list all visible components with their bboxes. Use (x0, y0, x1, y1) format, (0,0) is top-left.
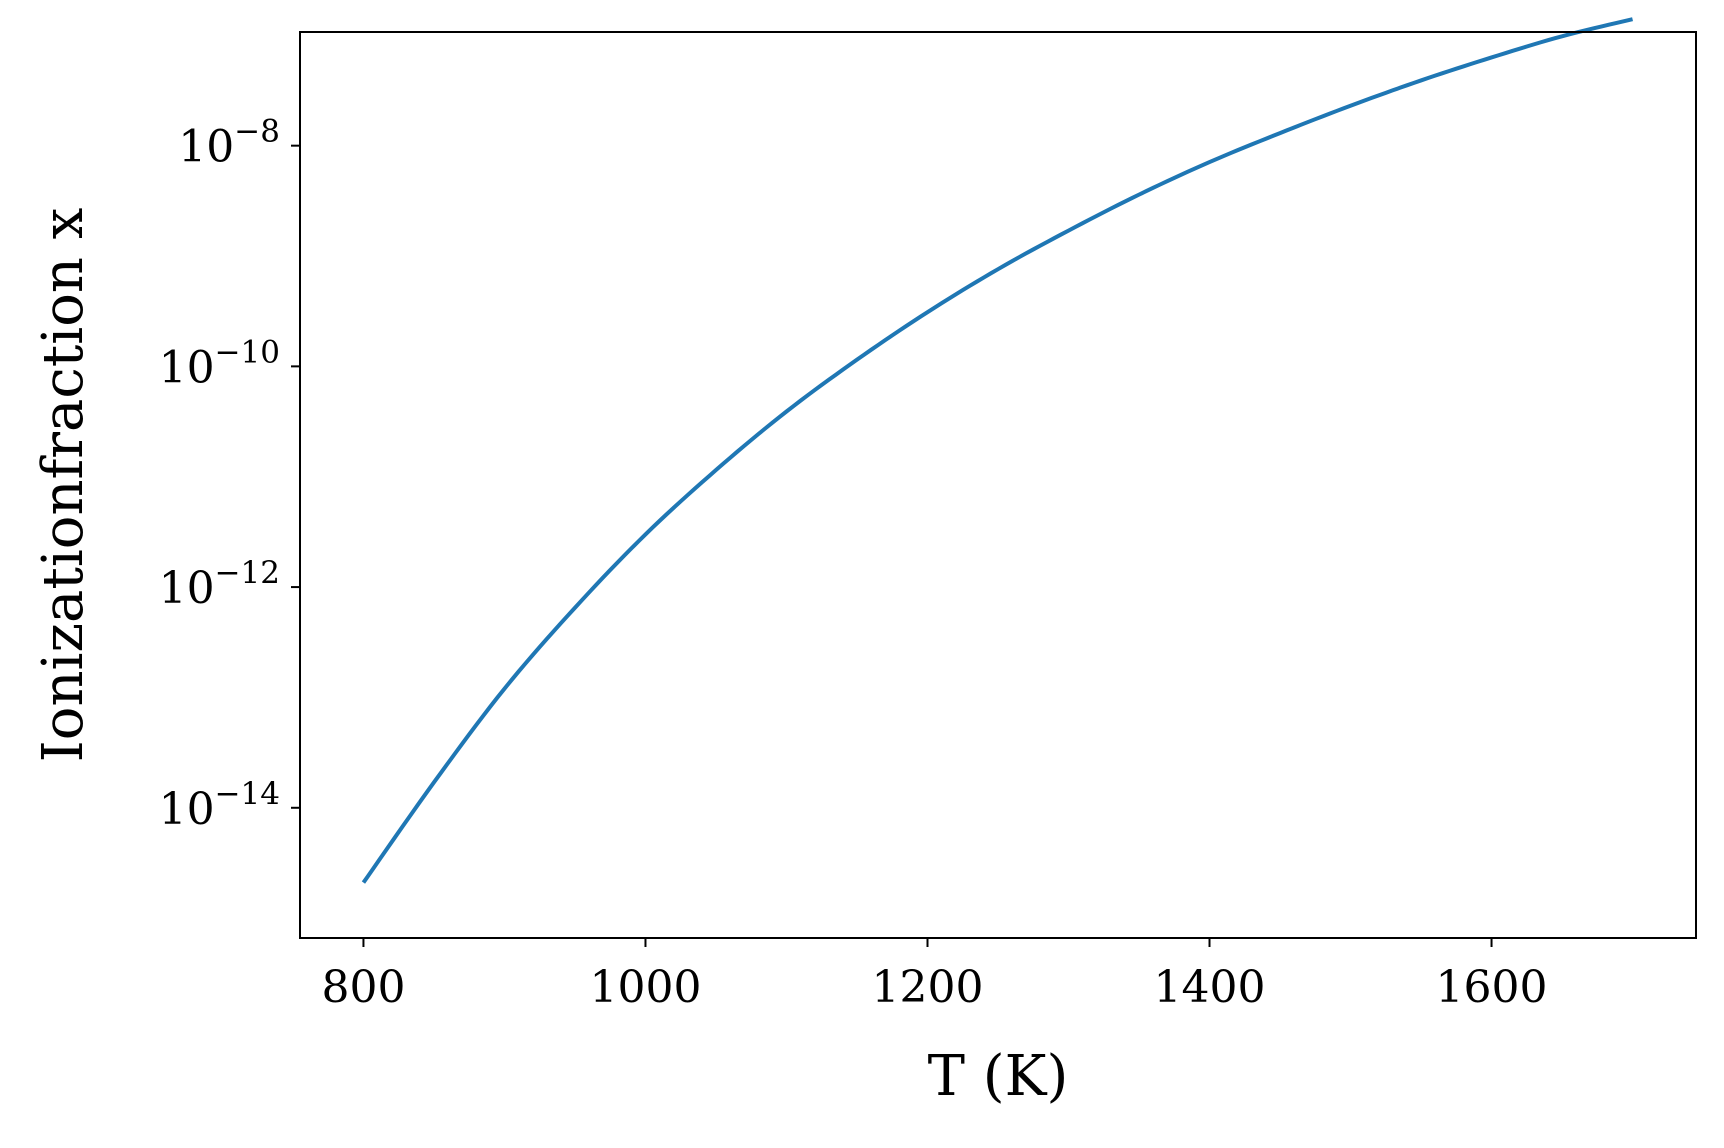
plot-frame (299, 31, 1697, 939)
series-line (361, 17, 1634, 884)
x-tick-label: 1000 (589, 962, 701, 1013)
y-tick-base: 10 (159, 784, 215, 835)
y-tick-exponent: −12 (215, 555, 280, 591)
series-layer (361, 17, 1634, 884)
y-tick-base: 10 (178, 122, 234, 173)
x-tick-label: 1400 (1154, 962, 1266, 1013)
x-axis-ticks: 800 1000 1200 1400 1600 (321, 938, 1548, 1013)
y-tick-base: 10 (159, 342, 215, 393)
y-tick-label: 10−8 (178, 114, 280, 173)
y-axis-label: Ionizationfraction x (31, 208, 96, 763)
x-axis-label: T (K) (928, 1044, 1069, 1109)
y-tick-exponent: −10 (215, 334, 280, 370)
y-tick-exponent: −14 (215, 776, 280, 812)
y-tick-exponent: −8 (234, 114, 280, 150)
y-tick-label: 10−10 (159, 334, 280, 393)
y-tick-base: 10 (159, 563, 215, 614)
y-tick-label: 10−14 (159, 776, 280, 835)
y-tick-label: 10−12 (159, 555, 280, 614)
x-tick-label: 1200 (872, 962, 984, 1013)
x-tick-label: 1600 (1436, 962, 1548, 1013)
x-tick-label: 800 (321, 962, 405, 1013)
